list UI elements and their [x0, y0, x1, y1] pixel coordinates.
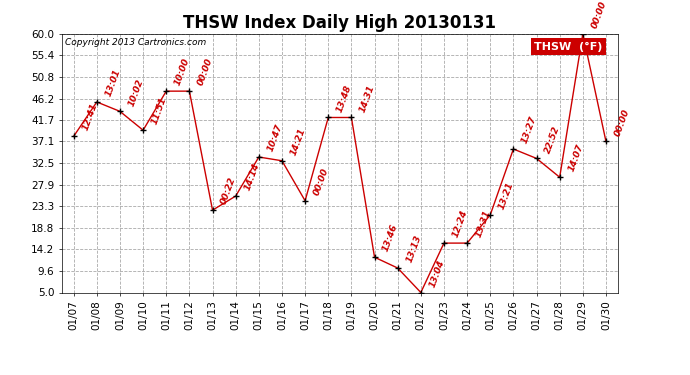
Text: 13:27: 13:27: [520, 115, 539, 145]
Text: 14:21: 14:21: [289, 127, 307, 157]
Text: 13:04: 13:04: [428, 258, 446, 288]
Text: 00:00: 00:00: [590, 0, 608, 30]
Text: 10:02: 10:02: [127, 77, 145, 107]
Text: 10:00: 10:00: [173, 57, 191, 87]
Text: 13:01: 13:01: [104, 68, 122, 98]
Text: 10:47: 10:47: [266, 123, 284, 153]
Text: 00:00: 00:00: [312, 166, 331, 196]
Text: 11:51: 11:51: [150, 96, 168, 126]
Text: 13:31: 13:31: [474, 209, 492, 239]
Text: 13:21: 13:21: [497, 181, 515, 211]
Text: 00:00: 00:00: [613, 107, 631, 137]
Text: 00:22: 00:22: [219, 176, 238, 206]
Text: 12:24: 12:24: [451, 209, 469, 239]
Text: 13:48: 13:48: [335, 83, 353, 113]
Text: 14:14: 14:14: [243, 162, 261, 192]
Text: 12:41: 12:41: [81, 102, 99, 132]
Text: 13:46: 13:46: [382, 223, 400, 253]
Text: THSW  (°F): THSW (°F): [534, 42, 602, 52]
Title: THSW Index Daily High 20130131: THSW Index Daily High 20130131: [184, 14, 496, 32]
Text: 13:13: 13:13: [404, 234, 423, 264]
Text: 22:52: 22:52: [544, 124, 562, 154]
Text: Copyright 2013 Cartronics.com: Copyright 2013 Cartronics.com: [65, 38, 206, 46]
Text: 00:00: 00:00: [197, 57, 215, 87]
Text: 14:07: 14:07: [566, 143, 585, 173]
Text: 14:31: 14:31: [358, 83, 377, 113]
